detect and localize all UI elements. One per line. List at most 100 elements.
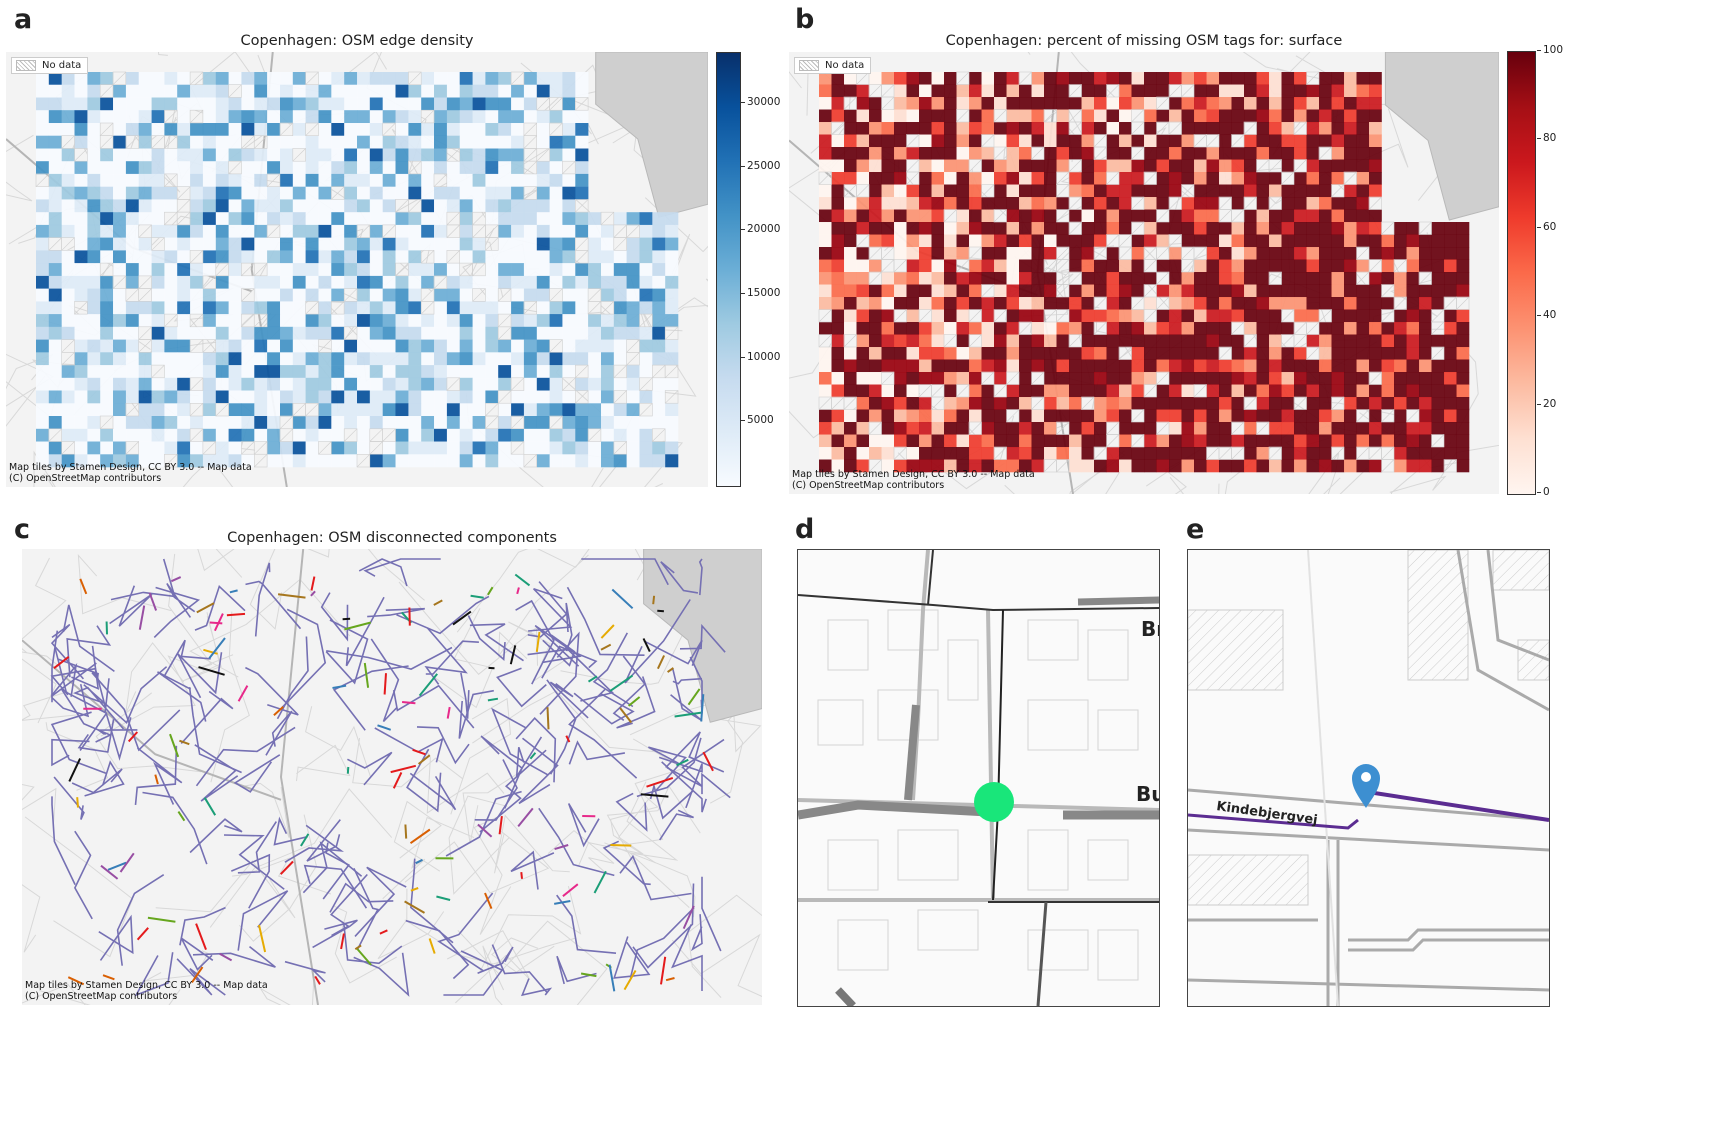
- zoom-e[interactable]: Kindebjergvej: [1187, 549, 1550, 1007]
- grid-cell: [190, 288, 204, 302]
- grid-cell: [819, 147, 832, 160]
- grid-cell: [459, 97, 473, 111]
- grid-cell: [1031, 422, 1045, 435]
- grid-cell: [344, 97, 358, 111]
- grid-cell: [1169, 359, 1182, 373]
- grid-cell: [1406, 297, 1420, 310]
- grid-cell: [1069, 384, 1082, 398]
- grid-cell: [267, 416, 281, 429]
- grid-cell: [344, 301, 358, 315]
- grid-cell: [819, 372, 832, 385]
- grid-cell: [254, 224, 268, 238]
- grid-cell: [919, 409, 932, 423]
- zoom-d[interactable]: Bı Bu: [797, 549, 1160, 1007]
- grid-cell: [511, 224, 525, 238]
- grid-cell: [125, 275, 139, 289]
- grid-cell: [1181, 72, 1195, 85]
- grid-cell: [305, 84, 319, 98]
- grid-cell: [819, 422, 832, 435]
- grid-cell: [1244, 209, 1257, 223]
- grid-cell: [856, 384, 870, 398]
- selected-node[interactable]: [974, 782, 1014, 822]
- grid-cell: [113, 339, 127, 353]
- grid-cell: [472, 173, 486, 187]
- grid-cell: [74, 237, 88, 251]
- grid-cell: [906, 147, 920, 160]
- disconnected-components-map[interactable]: Map tiles by Stamen Design, CC BY 3.0 --…: [22, 549, 762, 1005]
- grid-cell: [331, 237, 345, 251]
- grid-cell: [652, 403, 666, 417]
- map-marker-icon[interactable]: [1352, 764, 1380, 808]
- grid-cell: [1244, 272, 1257, 285]
- grid-cell: [369, 110, 383, 124]
- grid-cell: [1269, 397, 1282, 410]
- grid-cell: [1131, 184, 1145, 198]
- grid-cell: [819, 122, 832, 135]
- grid-cell: [382, 237, 396, 251]
- grid-cell: [190, 326, 204, 340]
- grid-cell: [48, 390, 62, 404]
- grid-cell: [1169, 284, 1182, 298]
- grid-cell: [305, 339, 319, 353]
- grid-cell: [1119, 297, 1132, 310]
- grid-cell: [1394, 409, 1407, 423]
- grid-cell: [919, 84, 932, 98]
- grid-cell: [523, 390, 537, 404]
- grid-cell: [1381, 347, 1395, 360]
- grid-cell: [1156, 397, 1170, 410]
- grid-cell: [1281, 284, 1295, 298]
- grid-cell: [1356, 109, 1370, 123]
- grid-cell: [1056, 159, 1070, 173]
- grid-cell: [1269, 234, 1282, 248]
- grid-cell: [1006, 84, 1020, 98]
- edge-density-map[interactable]: No data Map tiles by Stamen Design, CC B…: [6, 52, 708, 487]
- grid-cell: [113, 135, 127, 149]
- grid-cell: [626, 314, 640, 328]
- grid-cell: [446, 403, 460, 417]
- grid-cell: [357, 110, 371, 124]
- grid-cell: [1306, 397, 1320, 410]
- grid-cell: [1456, 422, 1470, 435]
- grid-cell: [994, 322, 1007, 335]
- grid-cell: [511, 301, 525, 315]
- grid-cell: [331, 377, 345, 391]
- grid-cell: [919, 97, 932, 110]
- grid-cell: [498, 454, 512, 468]
- grid-cell: [944, 297, 957, 310]
- grid-cell: [1044, 209, 1057, 223]
- grid-cell: [919, 234, 932, 248]
- panel-a-title: Copenhagen: OSM edge density: [240, 33, 474, 49]
- street-label: Kindebjergvej: [1215, 799, 1318, 828]
- grid-cell: [1369, 84, 1382, 98]
- grid-cell: [395, 237, 409, 251]
- grid-cell: [981, 172, 995, 185]
- grid-cell: [1331, 309, 1345, 323]
- grid-cell: [1194, 272, 1207, 285]
- grid-cell: [919, 159, 932, 173]
- grid-cell: [395, 352, 409, 366]
- grid-cell: [981, 447, 995, 460]
- grid-cell: [48, 326, 62, 340]
- grid-cell: [1106, 197, 1120, 210]
- grid-cell: [1169, 134, 1182, 148]
- grid-cell: [1306, 447, 1320, 460]
- grid-cell: [1044, 97, 1057, 110]
- grid-cell: [562, 339, 576, 353]
- grid-cell: [1181, 459, 1195, 473]
- grid-cell: [1344, 422, 1357, 435]
- grid-cell: [626, 441, 640, 455]
- missing-surface-map[interactable]: No data Map tiles by Stamen Design, CC B…: [789, 52, 1499, 494]
- grid-cell: [100, 454, 114, 468]
- grid-cell: [459, 212, 473, 226]
- grid-cell: [1406, 422, 1420, 435]
- grid-cell: [1006, 422, 1020, 435]
- grid-cell: [1194, 297, 1207, 310]
- grid-cell: [382, 403, 396, 417]
- grid-cell: [1081, 147, 1095, 160]
- grid-cell: [931, 447, 945, 460]
- grid-cell: [151, 454, 165, 468]
- grid-cell: [1344, 222, 1357, 235]
- grid-cell: [408, 403, 422, 417]
- grid-cell: [1206, 459, 1220, 473]
- grid-cell: [138, 352, 152, 366]
